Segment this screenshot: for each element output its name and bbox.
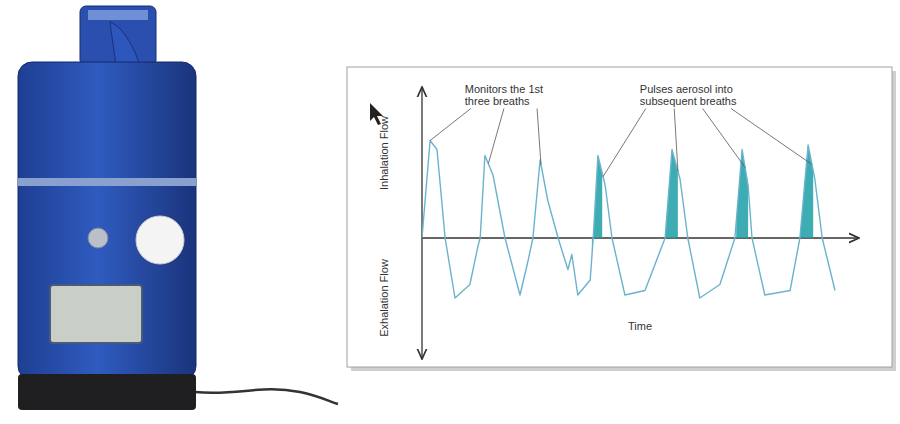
figure: Inhalation Flow Exhalation Flow Time Monito… bbox=[0, 0, 900, 424]
flow-line bbox=[422, 141, 835, 299]
leader-line bbox=[537, 109, 541, 165]
leader-line bbox=[603, 109, 646, 177]
cable bbox=[195, 389, 338, 404]
device-indicator bbox=[136, 216, 184, 264]
device-band bbox=[18, 178, 196, 186]
y-axis-title-top: Inhalation Flow bbox=[378, 116, 390, 190]
annotation-text: subsequent breaths bbox=[640, 95, 737, 107]
annotation-text: Pulses aerosol into bbox=[640, 83, 733, 95]
leader-line bbox=[674, 109, 678, 172]
leader-line bbox=[488, 109, 504, 164]
leader-line bbox=[731, 109, 812, 165]
device-base bbox=[18, 374, 196, 410]
annotation: Pulses aerosol intosubsequent breaths bbox=[603, 83, 812, 177]
y-axis bbox=[421, 88, 422, 358]
y-axis-title-bottom: Exhalation Flow bbox=[378, 259, 390, 337]
leader-line bbox=[703, 109, 746, 168]
x-axis bbox=[422, 237, 858, 238]
leader-line bbox=[430, 109, 471, 141]
annotation: Monitors the 1stthree breaths bbox=[430, 83, 543, 165]
device-body bbox=[18, 62, 196, 380]
chart-frame bbox=[347, 67, 892, 367]
annotation-text: Monitors the 1st bbox=[465, 83, 543, 95]
device-screen bbox=[50, 285, 142, 343]
mouthpiece-top bbox=[88, 10, 148, 20]
device-photo bbox=[18, 6, 338, 410]
annotation-text: three breaths bbox=[465, 95, 530, 107]
device-button bbox=[88, 228, 108, 248]
x-axis-title: Time bbox=[628, 320, 652, 332]
plot-area bbox=[422, 141, 835, 299]
